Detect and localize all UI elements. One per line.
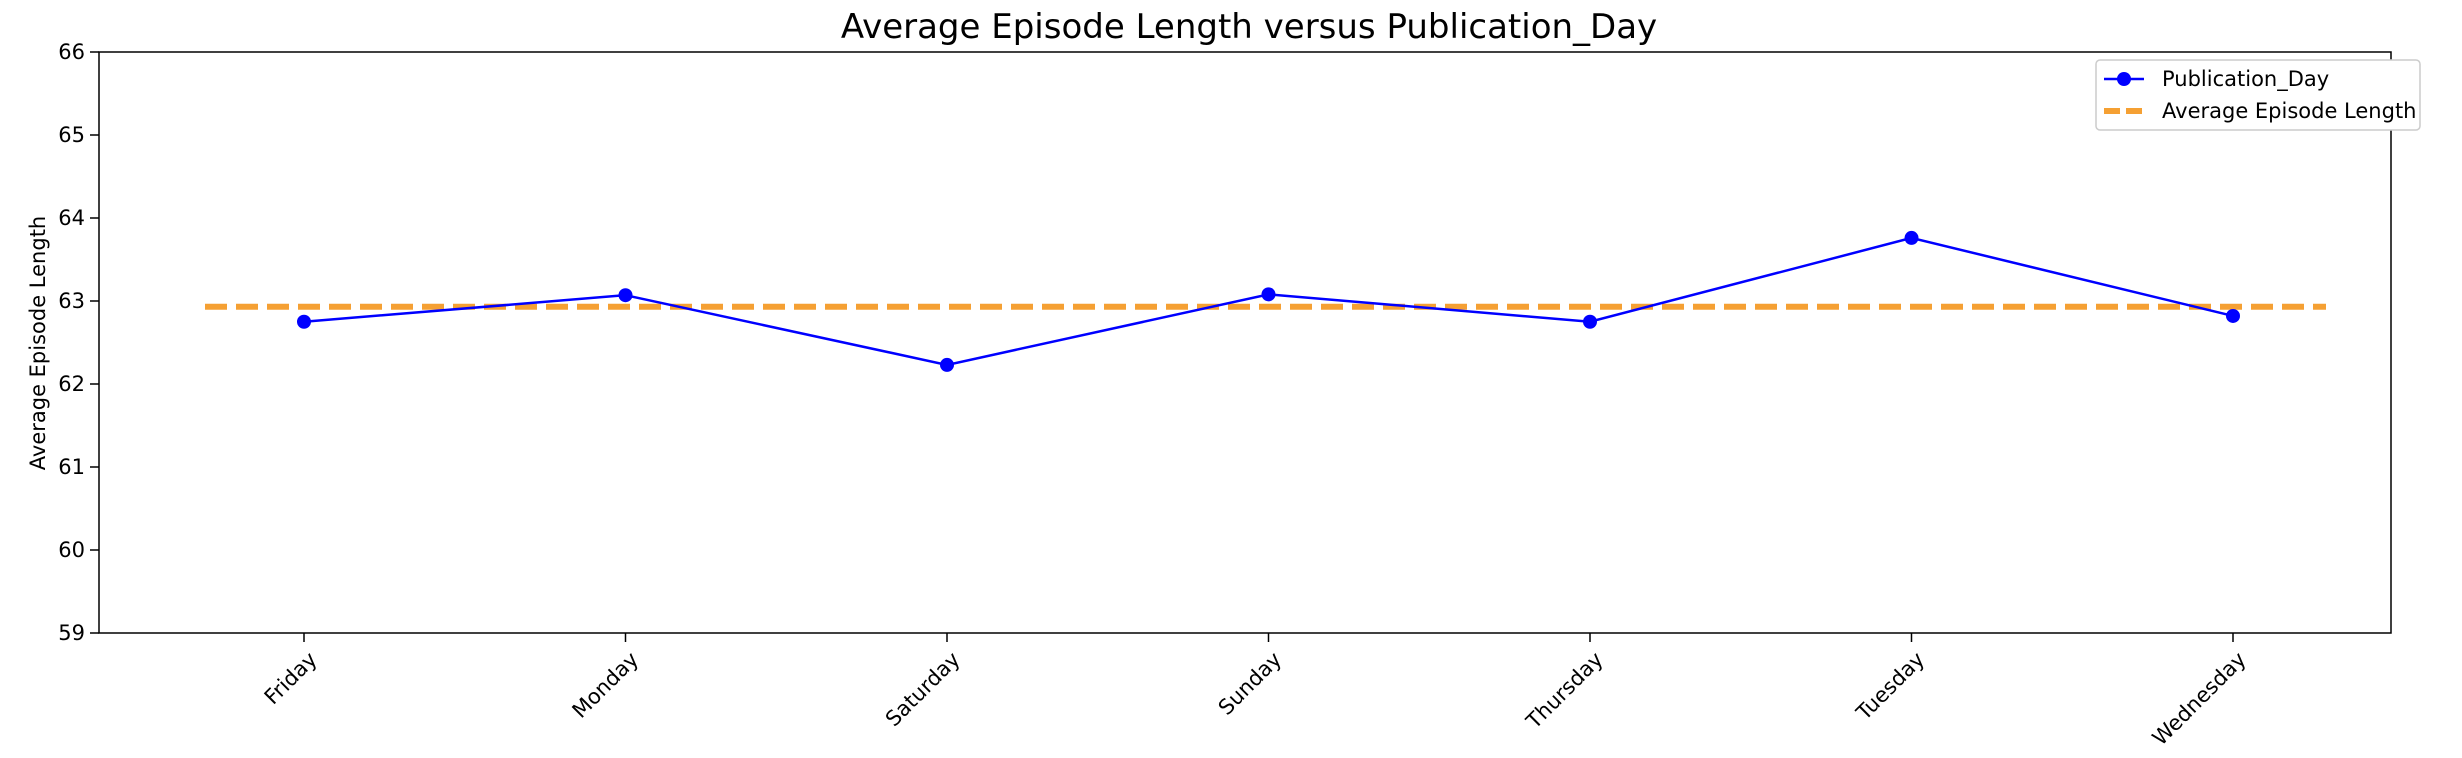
legend-label-reference: Average Episode Length — [2162, 99, 2417, 123]
x-tick-label: Monday — [568, 647, 644, 723]
chart-title: Average Episode Length versus Publicatio… — [841, 7, 1657, 47]
data-point — [1583, 314, 1597, 329]
legend: Publication_Day Average Episode Length — [2095, 59, 2421, 131]
data-point — [1904, 230, 1919, 245]
data-point — [297, 314, 311, 329]
y-tick-label: 61 — [58, 455, 85, 479]
data-point — [2226, 308, 2240, 323]
x-axis-ticks: Friday Monday Saturday Sunday Thursday Tuesda… — [260, 633, 2251, 750]
plot-frame — [98, 51, 2392, 634]
series-group — [297, 230, 2240, 372]
y-tick-label: 64 — [58, 206, 85, 230]
y-tick-label: 62 — [58, 372, 85, 396]
y-axis-label: Average Episode Length — [26, 216, 50, 471]
legend-series-marker — [2117, 72, 2131, 86]
y-tick-label: 66 — [58, 40, 85, 64]
x-tick-label: Thursday — [1521, 647, 1608, 734]
data-point — [940, 357, 954, 372]
x-tick-label: Tuesday — [1851, 647, 1929, 725]
series-line — [303, 236, 2234, 367]
x-tick-label: Saturday — [881, 647, 965, 731]
y-axis-ticks: 59 60 61 62 63 64 65 66 — [58, 40, 99, 645]
y-tick-label: 63 — [58, 289, 85, 313]
y-tick-label: 60 — [58, 538, 85, 562]
y-tick-label: 59 — [58, 621, 85, 645]
legend-label-series: Publication_Day — [2162, 67, 2329, 92]
legend-box — [2095, 59, 2421, 131]
x-tick-label: Wednesday — [2148, 647, 2251, 750]
x-tick-label: Friday — [260, 647, 322, 709]
x-tick-label: Sunday — [1214, 647, 1287, 720]
data-point — [618, 288, 633, 303]
y-tick-label: 65 — [58, 123, 85, 147]
data-point — [1261, 287, 1276, 302]
